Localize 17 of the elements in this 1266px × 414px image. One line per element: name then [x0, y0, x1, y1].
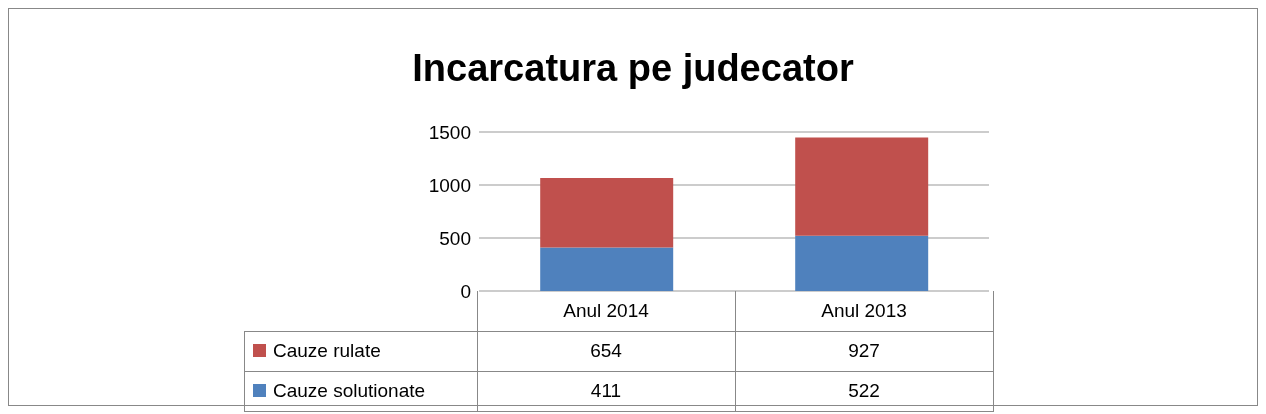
legend-label: Cauze solutionate [244, 371, 477, 411]
bar [540, 247, 674, 291]
data-label: 927 [735, 331, 993, 371]
bar [540, 178, 674, 248]
data-label: 654 [477, 331, 735, 371]
legend-label: Cauze rulate [244, 331, 477, 371]
data-label: 522 [735, 371, 993, 411]
x-tick-label: Anul 2014 [477, 291, 735, 331]
bar [795, 137, 929, 236]
chart-title: Incarcatura pe judecator [411, 47, 855, 90]
x-tick-label: Anul 2013 [735, 291, 993, 331]
y-tick-label: 1500 [428, 121, 471, 143]
y-tick-label: 1000 [428, 174, 471, 196]
data-label: 411 [477, 371, 735, 411]
y-tick-label: 0 [460, 280, 471, 302]
bar [795, 235, 929, 291]
y-tick-label: 500 [439, 227, 471, 249]
